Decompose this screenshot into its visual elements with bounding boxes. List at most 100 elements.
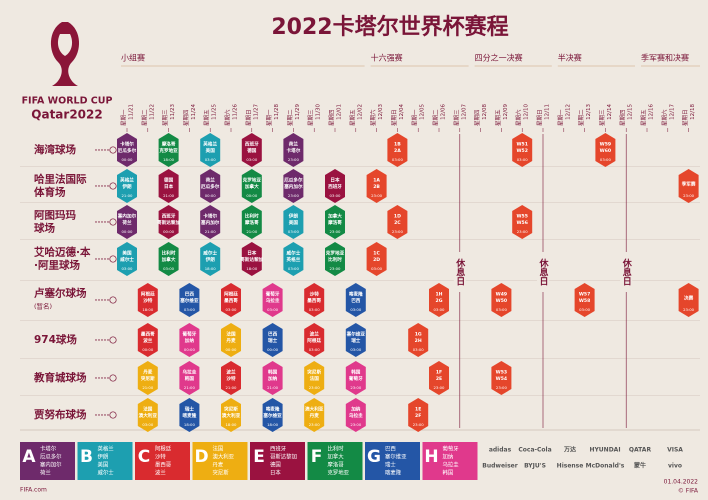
team: 比利时 bbox=[162, 250, 176, 257]
team: 比利时 bbox=[328, 256, 342, 263]
legend-team: 沙特 bbox=[155, 453, 166, 461]
team: 1B bbox=[394, 142, 401, 148]
team: W54 bbox=[496, 376, 507, 382]
team: 喀麦隆 bbox=[183, 412, 197, 419]
match: 决赛 23:00 bbox=[678, 283, 699, 317]
match-hex bbox=[595, 133, 616, 167]
match-hex bbox=[241, 169, 262, 203]
match-hex bbox=[200, 169, 221, 203]
team: 加纳 bbox=[184, 337, 195, 344]
team: 加拿大 bbox=[244, 183, 259, 190]
footer-copyright: © FIFA bbox=[678, 488, 699, 495]
weekday: 星期日 bbox=[537, 109, 544, 126]
date: 12/05 bbox=[420, 104, 426, 120]
team: 卡塔尔 bbox=[287, 147, 301, 154]
match-hex bbox=[179, 398, 200, 432]
match-hex bbox=[262, 283, 283, 317]
date: 12/18 bbox=[690, 104, 696, 120]
team: 威尔士 bbox=[120, 256, 134, 263]
footer-site: FIFA.com bbox=[20, 487, 47, 494]
dot bbox=[98, 221, 100, 223]
weekday: 星期一 bbox=[121, 109, 128, 126]
match-time: 03:00 bbox=[246, 157, 258, 162]
match-hex bbox=[241, 242, 262, 276]
team: 沙特 bbox=[310, 291, 320, 298]
team: 1E bbox=[415, 407, 421, 413]
legend-team: 哥斯达黎加 bbox=[270, 453, 297, 461]
match-time: 21:00 bbox=[142, 385, 154, 390]
sponsor: Coca-Cola bbox=[518, 447, 551, 454]
date: 12/08 bbox=[482, 104, 488, 120]
weekday: 星期日 bbox=[245, 109, 252, 126]
team: 阿根廷 bbox=[307, 337, 321, 344]
weekday: 星期四 bbox=[329, 109, 336, 126]
legend-team: 克罗地亚 bbox=[328, 469, 350, 477]
match-hex bbox=[512, 205, 533, 239]
team: 日本 bbox=[247, 250, 257, 257]
team: 加纳 bbox=[267, 375, 278, 382]
stage-label: 四分之一决赛 bbox=[475, 53, 523, 63]
match-hex bbox=[304, 283, 325, 317]
team: 荷兰 bbox=[121, 219, 132, 226]
match-hex bbox=[429, 283, 449, 317]
team: 荷兰 bbox=[288, 141, 299, 148]
legend-team: 英格兰 bbox=[98, 445, 115, 453]
logo: FIFA WORLD CUP Qatar2022 bbox=[22, 22, 112, 122]
match-hex bbox=[408, 398, 429, 432]
sponsor: HYUNDAI bbox=[589, 447, 620, 454]
match-hex bbox=[345, 398, 366, 432]
match-time: 18:00 bbox=[142, 307, 154, 312]
weekday: 星期二 bbox=[287, 109, 294, 126]
team: 伊朗 bbox=[121, 183, 132, 190]
match-time: 00:00 bbox=[226, 347, 238, 352]
weekday: 星期日 bbox=[682, 109, 689, 126]
legend-team: 塞内加尔 bbox=[40, 461, 62, 469]
date: 12/17 bbox=[669, 104, 675, 120]
team: 塞内加尔 bbox=[118, 213, 137, 220]
legend-box bbox=[77, 442, 133, 480]
legend-box bbox=[365, 442, 420, 480]
team: 英格兰 bbox=[120, 177, 134, 184]
match-hex bbox=[262, 361, 283, 395]
dot bbox=[95, 377, 97, 379]
dot bbox=[98, 185, 100, 187]
legend-box bbox=[135, 442, 190, 480]
match-time: 21:00 bbox=[163, 193, 175, 198]
team: 西班牙 bbox=[245, 141, 259, 148]
match-hex bbox=[387, 205, 408, 239]
team: 韩国 bbox=[351, 369, 361, 376]
dot bbox=[107, 221, 109, 223]
match-time: 03:00 bbox=[142, 422, 154, 427]
date: 12/13 bbox=[586, 104, 592, 120]
dot bbox=[104, 221, 106, 223]
match-hex bbox=[221, 283, 241, 317]
footer-date: 01.04.2022 bbox=[664, 479, 699, 486]
legend-team: 卡塔尔 bbox=[40, 445, 57, 453]
team: 摩洛哥 bbox=[328, 219, 342, 226]
team: 丹麦 bbox=[309, 412, 320, 419]
match-hex bbox=[283, 242, 304, 276]
legend-team: 澳大利亚 bbox=[213, 453, 235, 461]
team: 巴西 bbox=[185, 291, 195, 298]
match-time: 03:00 bbox=[392, 157, 404, 162]
match-hex bbox=[137, 398, 158, 432]
match-hex bbox=[304, 323, 325, 357]
sponsor: 蒙牛 bbox=[634, 462, 646, 470]
team: 西班牙 bbox=[328, 183, 342, 190]
sponsor: Budweiser bbox=[482, 463, 517, 470]
